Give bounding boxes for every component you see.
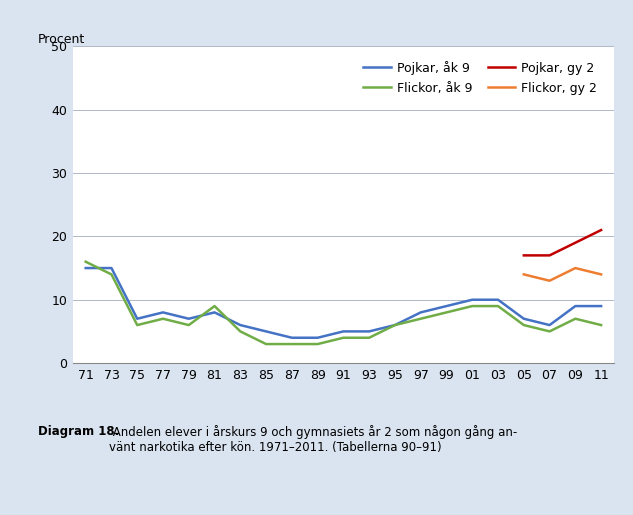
- Pojkar, åk 9: [520, 316, 527, 322]
- Pojkar, åk 9: [442, 303, 450, 309]
- Flickor, åk 9: [134, 322, 141, 328]
- Flickor, åk 9: [159, 316, 166, 322]
- Flickor, åk 9: [572, 316, 579, 322]
- Pojkar, åk 9: [134, 316, 141, 322]
- Pojkar, åk 9: [365, 329, 373, 335]
- Line: Flickor, gy 2: Flickor, gy 2: [523, 268, 601, 281]
- Flickor, åk 9: [442, 310, 450, 316]
- Text: Procent: Procent: [38, 33, 85, 46]
- Pojkar, gy 2: [572, 239, 579, 246]
- Pojkar, åk 9: [159, 310, 166, 316]
- Pojkar, åk 9: [468, 297, 476, 303]
- Flickor, åk 9: [108, 271, 115, 278]
- Text: Andelen elever i årskurs 9 och gymnasiets år 2 som någon gång an-
vänt narkotika: Andelen elever i årskurs 9 och gymnasiet…: [109, 425, 517, 454]
- Pojkar, åk 9: [185, 316, 192, 322]
- Pojkar, åk 9: [237, 322, 244, 328]
- Line: Flickor, åk 9: Flickor, åk 9: [85, 262, 601, 344]
- Flickor, åk 9: [262, 341, 270, 347]
- Pojkar, åk 9: [391, 322, 399, 328]
- Flickor, åk 9: [391, 322, 399, 328]
- Flickor, åk 9: [417, 316, 425, 322]
- Text: Diagram 18.: Diagram 18.: [38, 425, 119, 438]
- Pojkar, åk 9: [598, 303, 605, 309]
- Legend: Pojkar, åk 9, Flickor, åk 9, Pojkar, gy 2, Flickor, gy 2: Pojkar, åk 9, Flickor, åk 9, Pojkar, gy …: [358, 56, 603, 99]
- Pojkar, gy 2: [520, 252, 527, 259]
- Pojkar, gy 2: [598, 227, 605, 233]
- Flickor, gy 2: [520, 271, 527, 278]
- Flickor, åk 9: [185, 322, 192, 328]
- Line: Pojkar, gy 2: Pojkar, gy 2: [523, 230, 601, 255]
- Flickor, åk 9: [546, 329, 553, 335]
- Pojkar, åk 9: [314, 335, 322, 341]
- Flickor, åk 9: [339, 335, 347, 341]
- Flickor, åk 9: [468, 303, 476, 309]
- Pojkar, åk 9: [339, 329, 347, 335]
- Pojkar, åk 9: [572, 303, 579, 309]
- Pojkar, åk 9: [82, 265, 89, 271]
- Pojkar, gy 2: [546, 252, 553, 259]
- Flickor, åk 9: [365, 335, 373, 341]
- Pojkar, åk 9: [262, 329, 270, 335]
- Flickor, gy 2: [546, 278, 553, 284]
- Flickor, åk 9: [598, 322, 605, 328]
- Pojkar, åk 9: [417, 310, 425, 316]
- Flickor, åk 9: [288, 341, 296, 347]
- Pojkar, åk 9: [211, 310, 218, 316]
- Flickor, åk 9: [494, 303, 502, 309]
- Line: Pojkar, åk 9: Pojkar, åk 9: [85, 268, 601, 338]
- Pojkar, åk 9: [108, 265, 115, 271]
- Flickor, gy 2: [598, 271, 605, 278]
- Flickor, åk 9: [520, 322, 527, 328]
- Pojkar, åk 9: [494, 297, 502, 303]
- Pojkar, åk 9: [288, 335, 296, 341]
- Flickor, åk 9: [82, 259, 89, 265]
- Flickor, gy 2: [572, 265, 579, 271]
- Flickor, åk 9: [314, 341, 322, 347]
- Flickor, åk 9: [211, 303, 218, 309]
- Pojkar, åk 9: [546, 322, 553, 328]
- Flickor, åk 9: [237, 329, 244, 335]
